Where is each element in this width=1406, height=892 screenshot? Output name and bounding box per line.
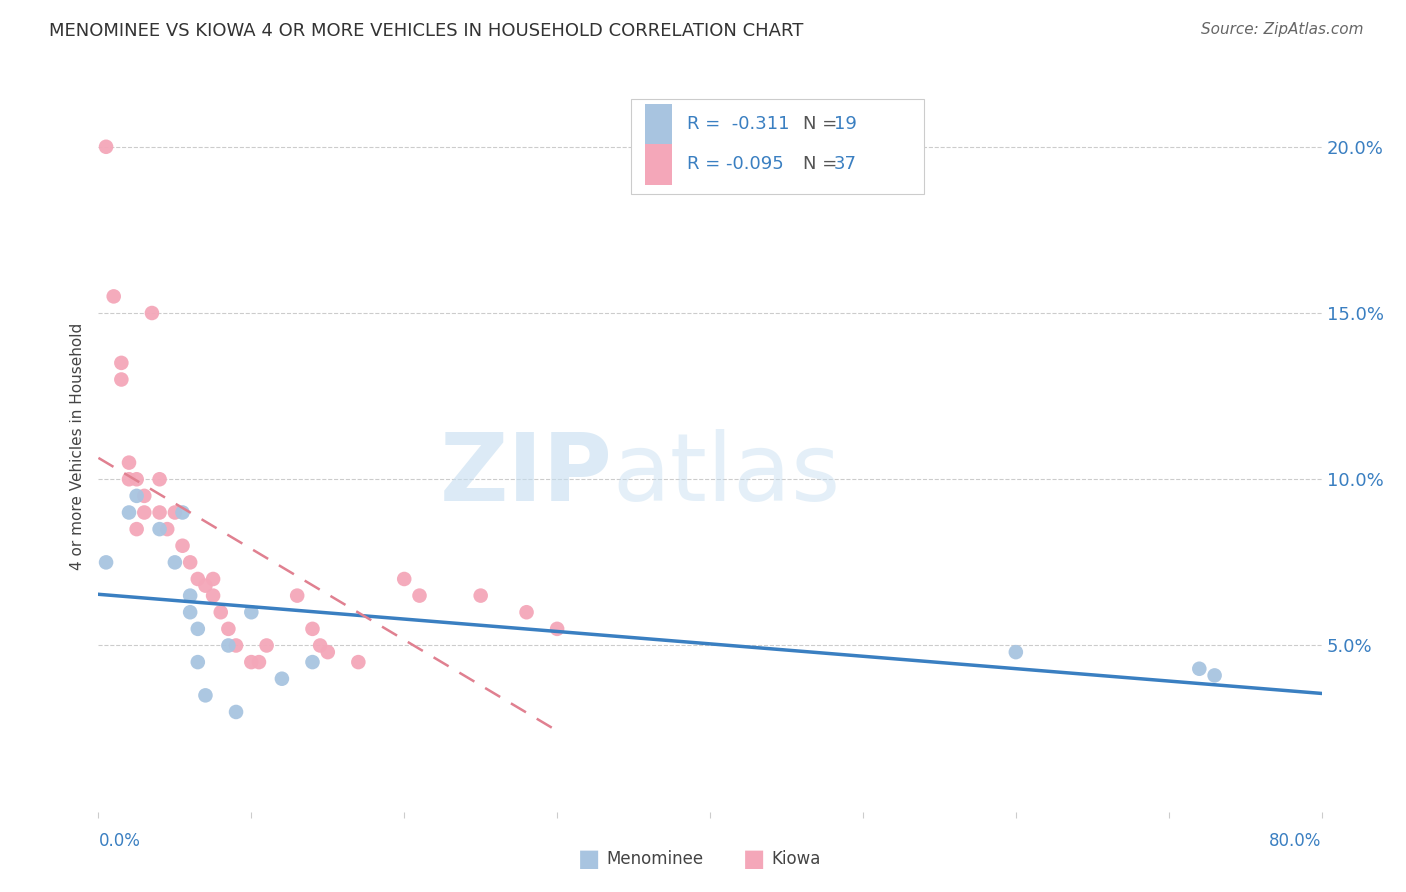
Text: Source: ZipAtlas.com: Source: ZipAtlas.com [1201,22,1364,37]
Text: R =  -0.311: R = -0.311 [686,115,789,133]
Point [209,605,232,619]
Point [217,622,239,636]
Point [1188,662,1211,676]
Point [217,639,239,653]
Point [247,655,270,669]
Point [179,555,201,569]
Point [110,356,132,370]
Point [301,655,323,669]
Point [149,506,172,520]
Point [125,472,148,486]
Point [347,655,370,669]
Point [179,589,201,603]
Text: Menominee: Menominee [606,850,703,868]
Point [225,639,247,653]
Point [256,639,278,653]
Point [408,589,430,603]
Point [516,605,538,619]
Point [94,555,117,569]
Point [179,605,201,619]
Point [316,645,339,659]
Point [392,572,416,586]
Point [1204,668,1226,682]
Point [301,622,323,636]
Point [187,622,209,636]
Point [546,622,568,636]
Point [194,579,217,593]
Point [103,289,125,303]
Text: atlas: atlas [612,429,841,521]
Point [309,639,332,653]
Y-axis label: 4 or more Vehicles in Household: 4 or more Vehicles in Household [70,322,86,570]
Point [118,472,141,486]
Bar [645,104,672,145]
Point [1004,645,1026,659]
Point [270,672,292,686]
Text: ■: ■ [578,847,600,871]
Point [202,589,225,603]
Bar [645,145,672,185]
Text: MENOMINEE VS KIOWA 4 OR MORE VEHICLES IN HOUSEHOLD CORRELATION CHART: MENOMINEE VS KIOWA 4 OR MORE VEHICLES IN… [49,22,804,40]
Text: N =: N = [803,115,844,133]
Point [134,489,156,503]
Text: 80.0%: 80.0% [1270,832,1322,850]
Point [187,655,209,669]
Text: N =: N = [803,155,844,173]
Point [125,522,148,536]
Point [163,506,186,520]
Text: ZIP: ZIP [439,429,612,521]
Point [163,555,186,569]
Point [118,456,141,470]
Point [194,689,217,703]
Point [240,605,263,619]
Point [156,522,179,536]
Point [172,506,194,520]
Point [470,589,492,603]
Point [285,589,308,603]
Point [134,506,156,520]
Point [118,506,141,520]
Point [149,522,172,536]
Point [172,539,194,553]
Text: 0.0%: 0.0% [98,832,141,850]
Point [202,572,225,586]
Text: R = -0.095: R = -0.095 [686,155,783,173]
Point [187,572,209,586]
Text: Kiowa: Kiowa [772,850,821,868]
Point [225,705,247,719]
Text: 37: 37 [834,155,856,173]
Point [125,489,148,503]
Text: 19: 19 [834,115,856,133]
Point [94,140,117,154]
Text: ■: ■ [742,847,765,871]
Point [240,655,263,669]
Point [149,472,172,486]
Point [141,306,163,320]
FancyBboxPatch shape [630,99,924,194]
Point [110,372,132,386]
